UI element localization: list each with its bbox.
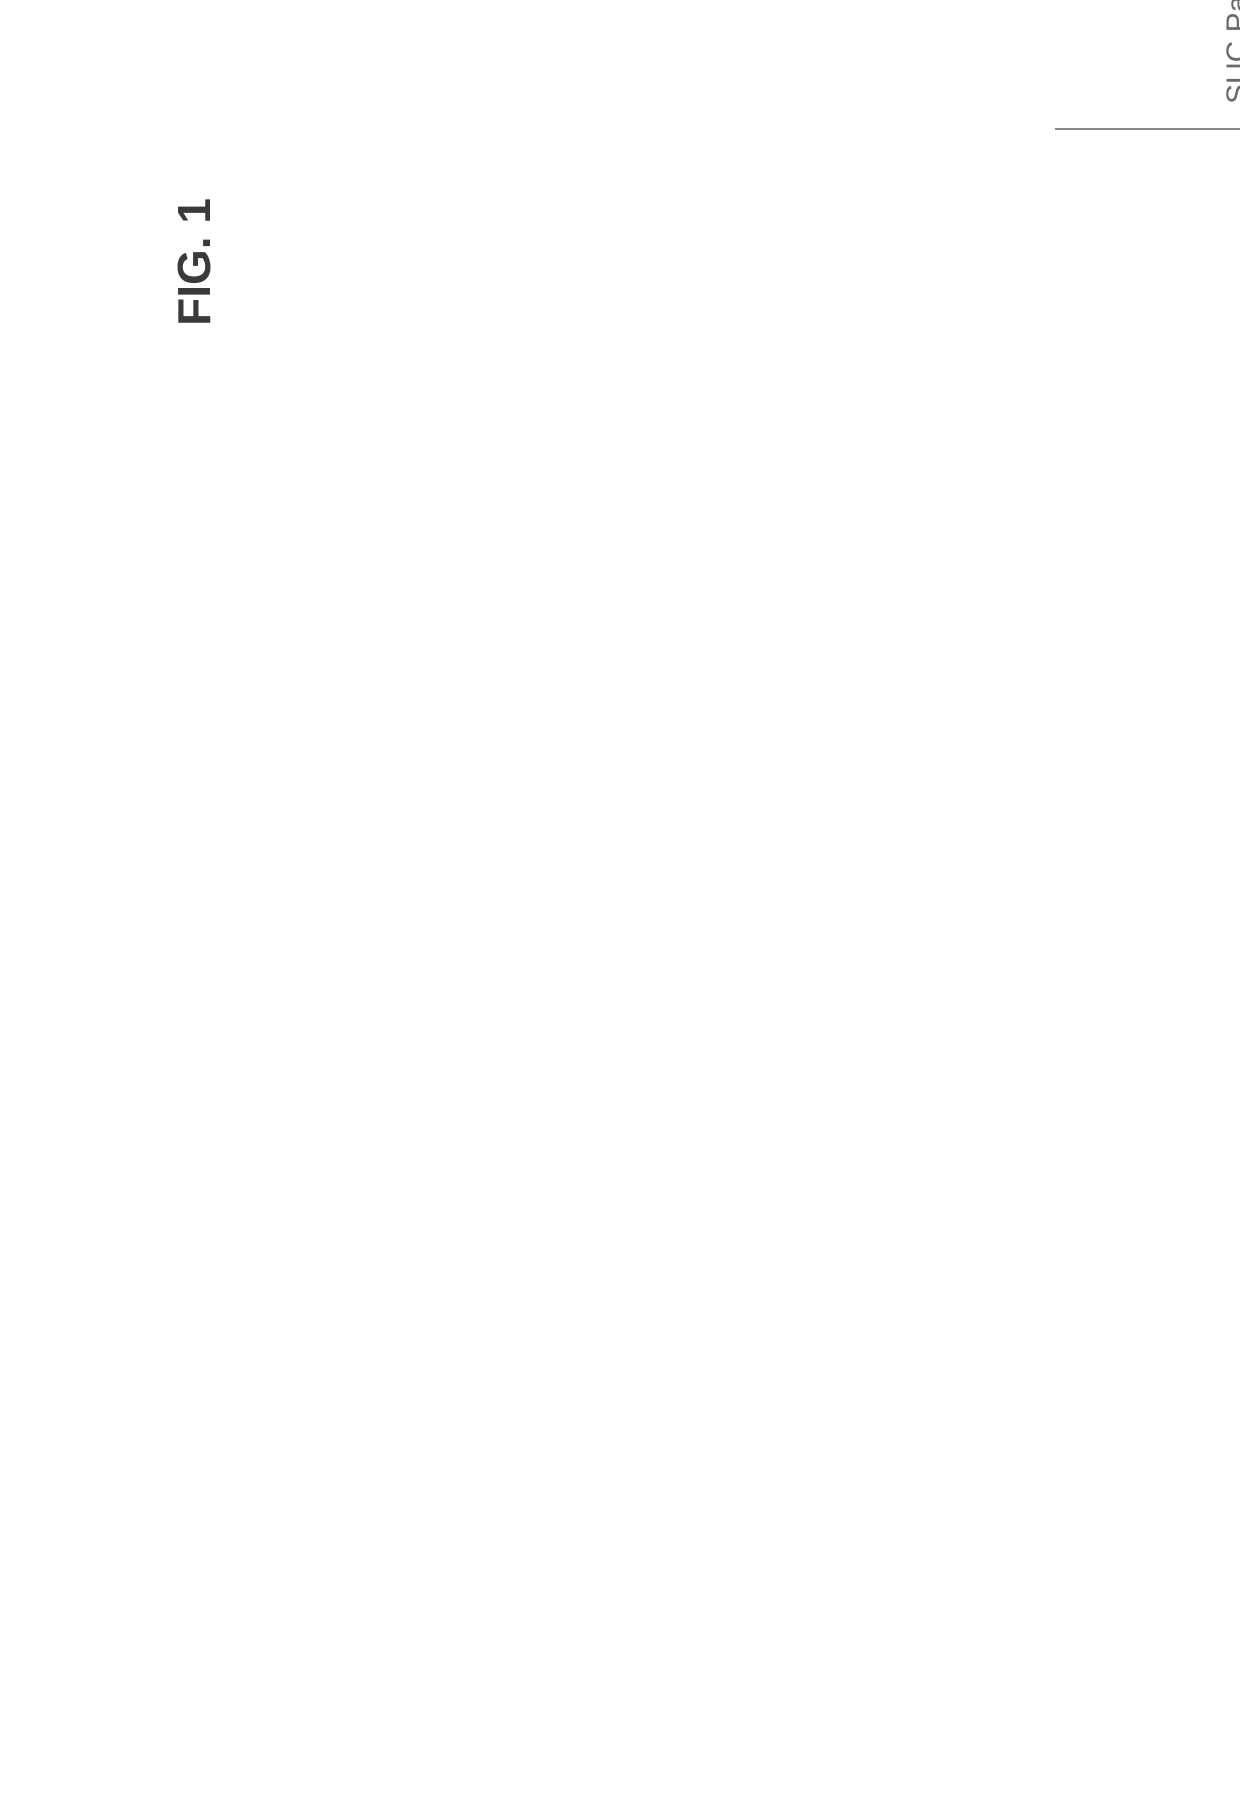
chart-plot-area: SUC Pattern 3SUC Pattern 1SUC Pattern 3S… [1055,0,1240,130]
trace-label: SUC Pattern 3 [1221,0,1240,104]
page: FIG. 1 SUC Pattern 3SUC Pattern 1SUC Pat… [0,0,1240,1797]
xrd-chart [1055,0,1240,128]
chart-container: SUC Pattern 3SUC Pattern 1SUC Pattern 3S… [1055,0,1240,130]
figure-title: FIG. 1 [167,198,221,326]
xrd-trace [1055,0,1240,128]
